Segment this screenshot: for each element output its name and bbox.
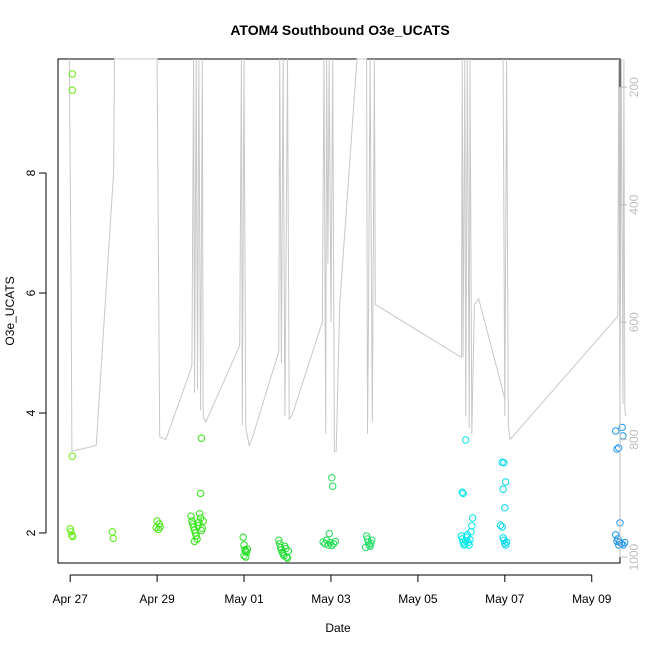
y-tick-label: 8 [24, 169, 38, 176]
data-point [499, 485, 507, 493]
x-tick-label: May 07 [485, 592, 525, 606]
data-point [468, 522, 476, 530]
data-point [367, 539, 375, 547]
data-point [459, 489, 467, 498]
data-point [67, 528, 75, 536]
data-point [325, 529, 333, 538]
data-point [192, 532, 200, 540]
y-tick-label: 6 [24, 289, 38, 296]
data-point [193, 535, 201, 543]
data-point [331, 537, 339, 546]
data-point [466, 535, 474, 544]
x-axis: Apr 27 Apr 29 May 01 May 03 May 05 May 07 May … [52, 574, 612, 606]
data-point [329, 482, 337, 490]
data-point [68, 86, 77, 94]
data-point [501, 504, 509, 512]
data-point [621, 538, 629, 547]
data-point [197, 434, 206, 442]
data-point [458, 488, 466, 496]
data-point [619, 432, 627, 440]
data-point [612, 427, 620, 435]
x-axis-label: Date [325, 621, 351, 635]
data-point [283, 554, 292, 562]
data-point [68, 452, 77, 460]
o3-scatter-series [66, 70, 629, 562]
data-point [152, 523, 160, 532]
data-point [618, 423, 626, 432]
data-point [156, 523, 164, 531]
data-point [199, 517, 207, 525]
y2-tick-label: 800 [627, 429, 641, 449]
data-point [195, 518, 203, 526]
data-point [465, 541, 473, 549]
pressure-series [68, 58, 627, 453]
data-point [362, 543, 370, 552]
data-point [502, 541, 510, 549]
data-point [502, 538, 511, 546]
data-point [615, 541, 623, 549]
data-point [613, 445, 621, 453]
pressure-line [68, 58, 627, 453]
y2-axis: 200 400 600 800 1000 [619, 77, 641, 570]
data-point [461, 540, 469, 548]
data-point [275, 536, 283, 544]
data-point [462, 436, 470, 444]
data-point [242, 553, 250, 561]
data-point [196, 489, 205, 498]
data-point [108, 528, 117, 536]
data-point [502, 478, 510, 486]
data-point [69, 532, 77, 541]
data-point [196, 510, 204, 518]
data-point [190, 537, 199, 546]
data-point [460, 541, 468, 549]
data-point [496, 521, 505, 529]
x-tick-label: May 03 [311, 592, 351, 606]
data-point [187, 512, 195, 520]
data-point [243, 545, 252, 553]
data-point [239, 533, 247, 541]
x-tick-label: May 09 [572, 592, 612, 606]
data-point [469, 514, 477, 522]
data-point [109, 534, 117, 543]
data-point [498, 523, 506, 531]
y-tick-label: 2 [24, 529, 38, 536]
x-tick-label: Apr 27 [52, 592, 88, 606]
plot-frame [57, 58, 621, 564]
data-point [500, 459, 508, 467]
y2-tick-label: 400 [627, 194, 641, 214]
data-point [240, 552, 248, 560]
data-point [282, 544, 290, 553]
x-tick-label: May 01 [224, 592, 264, 606]
data-point [368, 536, 376, 544]
data-point [68, 531, 76, 540]
y-tick-label: 4 [24, 409, 38, 416]
x-tick-label: May 05 [398, 592, 438, 606]
data-point [68, 70, 77, 78]
data-point [284, 547, 293, 555]
y2-tick-label: 200 [627, 77, 641, 97]
data-point [66, 525, 74, 533]
data-point [321, 540, 329, 548]
y2-tick-label: 1000 [627, 543, 641, 570]
data-point [198, 524, 207, 532]
data-point [194, 522, 202, 530]
y-axis: 2 4 6 8 [24, 169, 47, 536]
y-axis-label: O3e_UCATS [3, 276, 17, 345]
data-point [615, 444, 623, 452]
chart-title: ATOM4 Southbound O3e_UCATS [230, 22, 449, 38]
y2-tick-label: 600 [627, 312, 641, 332]
data-point [328, 474, 336, 482]
x-tick-label: Apr 29 [139, 592, 175, 606]
